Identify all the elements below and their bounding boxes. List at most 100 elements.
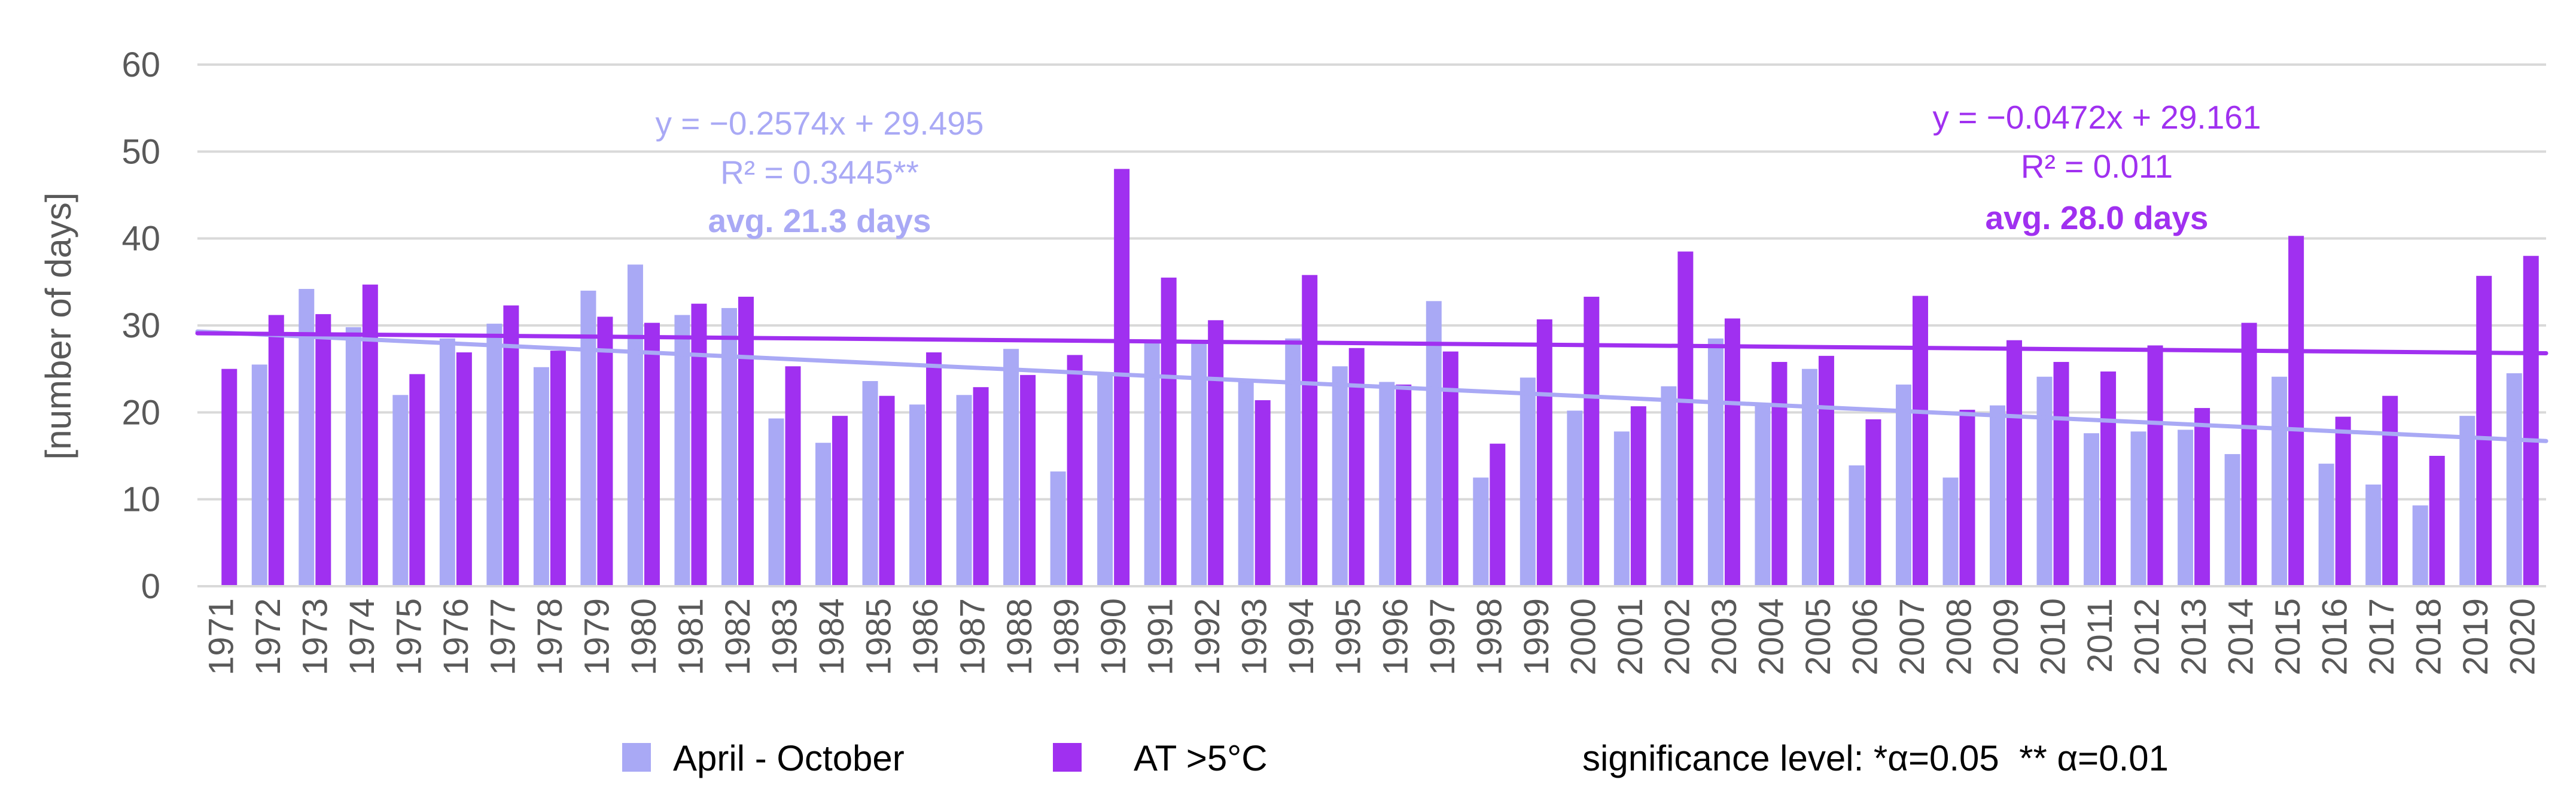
bar-at-gt5-1984 xyxy=(832,416,848,586)
x-tick-label: 2018 xyxy=(2410,598,2449,675)
bar-at-gt5-1973 xyxy=(315,314,331,586)
x-tick-label: 1992 xyxy=(1188,598,1227,675)
x-tick-label: 1995 xyxy=(1329,598,1368,675)
bar-at-gt5-1974 xyxy=(362,284,378,586)
x-tick-label: 2020 xyxy=(2504,598,2542,675)
bar-april-october-1982 xyxy=(721,307,737,586)
x-tick-label: 1978 xyxy=(531,598,570,675)
x-tick-label: 1971 xyxy=(202,598,240,675)
y-tick-label: 60 xyxy=(121,45,160,84)
bar-at-gt5-1987 xyxy=(973,387,989,586)
bar-april-october-2008 xyxy=(1942,477,1959,586)
annotation-at-equation: y = −0.0472x + 29.161 xyxy=(1933,99,2261,136)
x-tick-label: 2015 xyxy=(2269,598,2307,675)
bar-at-gt5-1986 xyxy=(926,352,942,586)
bar-at-gt5-2001 xyxy=(1630,406,1646,586)
bar-at-gt5-2007 xyxy=(1912,296,1928,586)
bar-at-gt5-2013 xyxy=(2194,408,2210,586)
bar-april-october-1975 xyxy=(392,395,409,586)
x-tick-label: 1981 xyxy=(671,598,710,675)
bar-april-october-1995 xyxy=(1332,366,1348,586)
bar-april-october-1999 xyxy=(1520,377,1536,586)
bar-april-october-1979 xyxy=(580,290,596,586)
x-tick-label: 1973 xyxy=(296,598,334,675)
x-tick-label: 2016 xyxy=(2316,598,2355,675)
bar-april-october-1997 xyxy=(1426,301,1442,586)
bar-april-october-1989 xyxy=(1050,471,1066,586)
bar-april-october-2003 xyxy=(1707,338,1724,586)
bar-april-october-1992 xyxy=(1191,341,1207,586)
bar-at-gt5-2016 xyxy=(2335,416,2351,586)
bar-at-gt5-2010 xyxy=(2053,362,2069,586)
bar-april-october-1991 xyxy=(1144,343,1160,586)
bar-april-october-2006 xyxy=(1849,465,1865,586)
bar-april-october-2017 xyxy=(2365,484,2382,586)
bar-april-october-1993 xyxy=(1238,382,1254,586)
bar-april-october-1987 xyxy=(956,395,972,586)
x-tick-label: 2007 xyxy=(1893,598,1932,675)
bar-april-october-1981 xyxy=(674,315,690,586)
x-tick-label: 1975 xyxy=(389,598,428,675)
bar-april-october-2013 xyxy=(2178,430,2194,586)
bar-at-gt5-1988 xyxy=(1020,374,1036,586)
bar-at-gt5-2014 xyxy=(2241,322,2257,586)
bar-at-gt5-2017 xyxy=(2382,395,2398,586)
bar-april-october-1976 xyxy=(439,338,455,586)
x-tick-label: 2004 xyxy=(1752,598,1791,675)
x-tick-label: 1982 xyxy=(718,598,757,675)
x-tick-label: 1984 xyxy=(812,598,851,675)
bar-april-october-2000 xyxy=(1567,410,1583,586)
x-tick-label: 1991 xyxy=(1141,598,1180,675)
y-tick-label: 10 xyxy=(121,480,160,519)
x-axis-ticks: 1971 1972 1973 1974 1975 1976 1977 1978 1979 1980… xyxy=(202,598,2542,675)
x-tick-label: 1977 xyxy=(483,598,522,675)
bar-april-october-2002 xyxy=(1661,386,1677,586)
x-tick-label: 2010 xyxy=(2034,598,2073,675)
x-tick-label: 1993 xyxy=(1235,598,1274,675)
bar-at-gt5-1972 xyxy=(268,315,284,586)
x-tick-label: 2000 xyxy=(1564,598,1603,675)
bar-at-gt5-1979 xyxy=(597,316,613,586)
x-tick-label: 1974 xyxy=(343,598,382,675)
y-tick-label: 30 xyxy=(121,306,160,345)
x-tick-label: 1996 xyxy=(1376,598,1415,675)
x-tick-label: 2001 xyxy=(1611,598,1650,675)
x-tick-label: 1980 xyxy=(625,598,663,675)
annotation-april-equation: y = −0.2574x + 29.495 xyxy=(656,105,984,142)
trend-lines xyxy=(195,329,2548,443)
bar-at-gt5-2008 xyxy=(1959,409,1975,586)
bar-april-october-2001 xyxy=(1613,431,1630,586)
bar-at-gt5-2004 xyxy=(1771,362,1788,586)
bar-at-gt5-2003 xyxy=(1724,318,1740,586)
bar-april-october-1978 xyxy=(533,367,549,586)
x-tick-label: 1999 xyxy=(1517,598,1556,675)
legend-swatch-at-gt5 xyxy=(1053,743,1082,772)
bar-april-october-2019 xyxy=(2459,416,2475,586)
bar-at-gt5-2015 xyxy=(2288,236,2304,587)
annotation-april-average: avg. 21.3 days xyxy=(708,202,931,239)
annotation-at-average: avg. 28.0 days xyxy=(1985,199,2208,236)
bar-at-gt5-1998 xyxy=(1490,443,1506,586)
bar-at-gt5-1990 xyxy=(1114,169,1130,586)
bar-at-gt5-1992 xyxy=(1208,320,1224,586)
bar-april-october-1974 xyxy=(345,327,361,586)
x-tick-label: 1989 xyxy=(1048,598,1086,675)
bar-at-gt5-2011 xyxy=(2100,371,2117,586)
x-tick-label: 1986 xyxy=(906,598,945,675)
bar-at-gt5-2006 xyxy=(1865,419,1881,586)
x-tick-label: 2014 xyxy=(2222,598,2261,675)
bar-at-gt5-1997 xyxy=(1442,351,1458,586)
bar-at-gt5-1981 xyxy=(691,303,707,586)
x-tick-label: 2011 xyxy=(2081,598,2120,673)
bar-at-gt5-2018 xyxy=(2429,456,2445,586)
bar-april-october-1984 xyxy=(815,443,832,586)
bar-april-october-1986 xyxy=(909,404,925,586)
bar-at-gt5-2009 xyxy=(2006,340,2023,586)
x-tick-label: 2006 xyxy=(1846,598,1884,675)
x-tick-label: 1979 xyxy=(577,598,616,675)
legend-label-at-gt5: AT >5°C xyxy=(1134,738,1268,778)
bar-at-gt5-2005 xyxy=(1818,355,1834,586)
bar-april-october-1998 xyxy=(1473,477,1489,586)
bar-at-gt5-1982 xyxy=(738,297,754,586)
x-tick-label: 2019 xyxy=(2456,598,2495,675)
